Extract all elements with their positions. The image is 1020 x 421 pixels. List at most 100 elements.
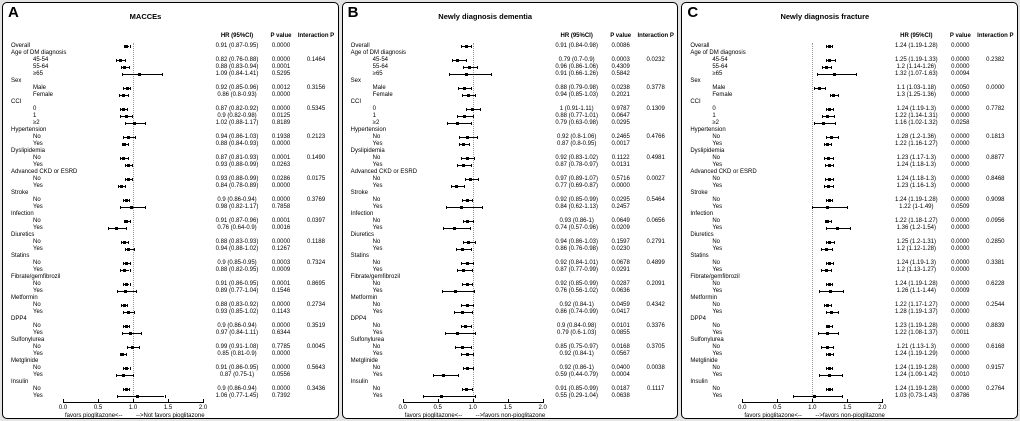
- ci-cap-high: [471, 45, 473, 48]
- hr-value: 1.24 (1.19-1.3): [896, 260, 937, 266]
- point-estimate-marker: [465, 283, 469, 286]
- point-estimate-marker: [464, 388, 468, 391]
- point-estimate-marker: [827, 367, 831, 370]
- hr-value: 0.92 (0.85-0.99): [555, 197, 599, 203]
- row-label: Yes: [712, 309, 723, 315]
- forest-row: No 0.99 (0.91-1.08) 0.7785 0.0045: [3, 344, 338, 351]
- row-label: Sulfonylurea: [350, 337, 385, 343]
- group-header-row: Advanced CKD or ESRD: [682, 169, 1017, 176]
- ci-cap-high: [475, 395, 477, 398]
- ci-plot: [737, 295, 887, 302]
- ci-cap-low: [121, 66, 123, 69]
- ci-plot: [58, 183, 208, 190]
- ci-plot: [737, 183, 887, 190]
- row-label: Metglinide: [11, 358, 39, 364]
- ci-cap-low: [462, 241, 464, 244]
- ci-cap-high: [474, 157, 476, 160]
- forest-row: Yes 1.24 (1.18-1.3) 0.0000: [682, 162, 1017, 169]
- forest-row: Overall 0.91 (0.84-0.98) 0.0086: [343, 43, 678, 50]
- hr-value: 1.32 (1.07-1.63): [894, 71, 938, 77]
- forest-row: Male 0.88 (0.79-0.98) 0.0238 0.3778: [343, 85, 678, 92]
- forest-row: Yes 0.84 (0.62-1.13) 0.2457: [343, 204, 678, 211]
- p-value: 0.0000: [951, 260, 970, 266]
- forest-row: Yes 0.93 (0.85-1.02) 0.1143: [3, 309, 338, 316]
- ci-line: [817, 74, 857, 75]
- point-estimate-marker: [468, 66, 472, 69]
- point-estimate-marker: [817, 87, 821, 90]
- ci-plot: [398, 337, 548, 344]
- hr-value: 0.87 (0.8-0.95): [556, 141, 597, 147]
- row-label: Fibrate/gemfibrozil: [350, 274, 401, 280]
- hr-value: 0.55 (0.29-1.04): [555, 393, 599, 399]
- ci-cap-high: [129, 283, 131, 286]
- row-label: Yes: [372, 141, 383, 147]
- ci-cap-high: [131, 115, 133, 118]
- interaction-p-value: 0.2544: [986, 302, 1005, 308]
- ci-cap-high: [132, 178, 134, 181]
- p-value: 0.0000: [271, 106, 291, 112]
- ci-cap-low: [123, 220, 125, 223]
- p-value: 0.0187: [611, 386, 630, 392]
- ci-plot: [737, 281, 887, 288]
- forest-row: No 0.91 (0.85-0.99) 0.0187 0.1117: [343, 386, 678, 393]
- panel-letter: B: [347, 4, 360, 21]
- ci-cap-low: [422, 395, 424, 398]
- ci-plot: [58, 330, 208, 337]
- forest-row: 1 0.88 (0.77-1.01) 0.0647: [343, 113, 678, 120]
- ci-cap-low: [124, 122, 126, 125]
- p-value: 0.0459: [611, 302, 630, 308]
- row-label: No: [33, 344, 41, 350]
- group-header-row: Sex: [3, 78, 338, 85]
- ci-plot: [737, 225, 887, 232]
- ci-plot: [398, 92, 548, 99]
- group-header-row: Hypertension: [3, 127, 338, 134]
- ci-plot: [398, 302, 548, 309]
- forest-row: No 0.92 (0.84-1.01) 0.0678 0.4899: [343, 260, 678, 267]
- p-value: 0.0001: [271, 155, 291, 161]
- ci-plot: [398, 127, 548, 134]
- p-value: 0.1143: [272, 309, 290, 315]
- forest-row: Yes 0.93 (0.88-0.99) 0.0263: [3, 162, 338, 169]
- ci-cap-high: [833, 346, 835, 349]
- hr-value: 1.25 (1.2-1.31): [896, 239, 937, 245]
- p-value: 0.0567: [611, 351, 630, 357]
- row-label: Yes: [372, 162, 383, 168]
- hr-value: 1.24 (1.18-1.3): [896, 162, 937, 168]
- forest-row: ≥2 0.79 (0.63-0.98) 0.0295: [343, 120, 678, 127]
- row-label: 1: [372, 113, 377, 119]
- point-estimate-marker: [831, 94, 835, 97]
- forest-row: ≥65 0.91 (0.66-1.26) 0.5842: [343, 71, 678, 78]
- ci-cap-high: [490, 73, 492, 76]
- p-value: 0.0086: [611, 43, 630, 49]
- p-value: 0.0131: [611, 162, 630, 168]
- x-axis: [742, 399, 884, 403]
- row-label: No: [712, 281, 721, 287]
- column-header-interaction-p: Interaction P: [637, 32, 674, 39]
- hr-value: 0.88 (0.83-0.92): [215, 302, 259, 308]
- p-value: 0.0238: [611, 85, 630, 91]
- ci-plot: [58, 113, 208, 120]
- row-label: Male: [372, 85, 386, 91]
- row-label: Insulin: [11, 379, 29, 385]
- hr-value: 1 (0.91-1.11): [559, 106, 594, 112]
- group-header-row: Stroke: [3, 190, 338, 197]
- p-value: 0.2021: [611, 92, 630, 98]
- point-estimate-marker: [826, 206, 830, 209]
- forest-row: No 1.24 (1.18-1.3) 0.0000 0.8468: [682, 176, 1017, 183]
- row-label: Sulfonylurea: [690, 337, 724, 343]
- forest-row: No 1.28 (1.2-1.36) 0.0000 0.1813: [682, 134, 1017, 141]
- ci-plot: [398, 71, 548, 78]
- ci-cap-high: [831, 304, 833, 307]
- group-header-row: Diuretics: [3, 232, 338, 239]
- interaction-p-value: 0.1117: [646, 386, 665, 392]
- interaction-p-value: 0.1490: [306, 155, 326, 161]
- ci-cap-high: [129, 367, 131, 370]
- ci-plot: [737, 155, 887, 162]
- row-label: Female: [712, 92, 733, 98]
- row-label: No: [712, 365, 721, 371]
- ci-cap-low: [825, 108, 827, 111]
- group-header-row: Infection: [3, 211, 338, 218]
- forest-row: Female 0.86 (0.8-0.93) 0.0000: [3, 92, 338, 99]
- hr-value: 0.93 (0.88-0.99): [215, 176, 259, 182]
- p-value: 0.0000: [951, 239, 970, 245]
